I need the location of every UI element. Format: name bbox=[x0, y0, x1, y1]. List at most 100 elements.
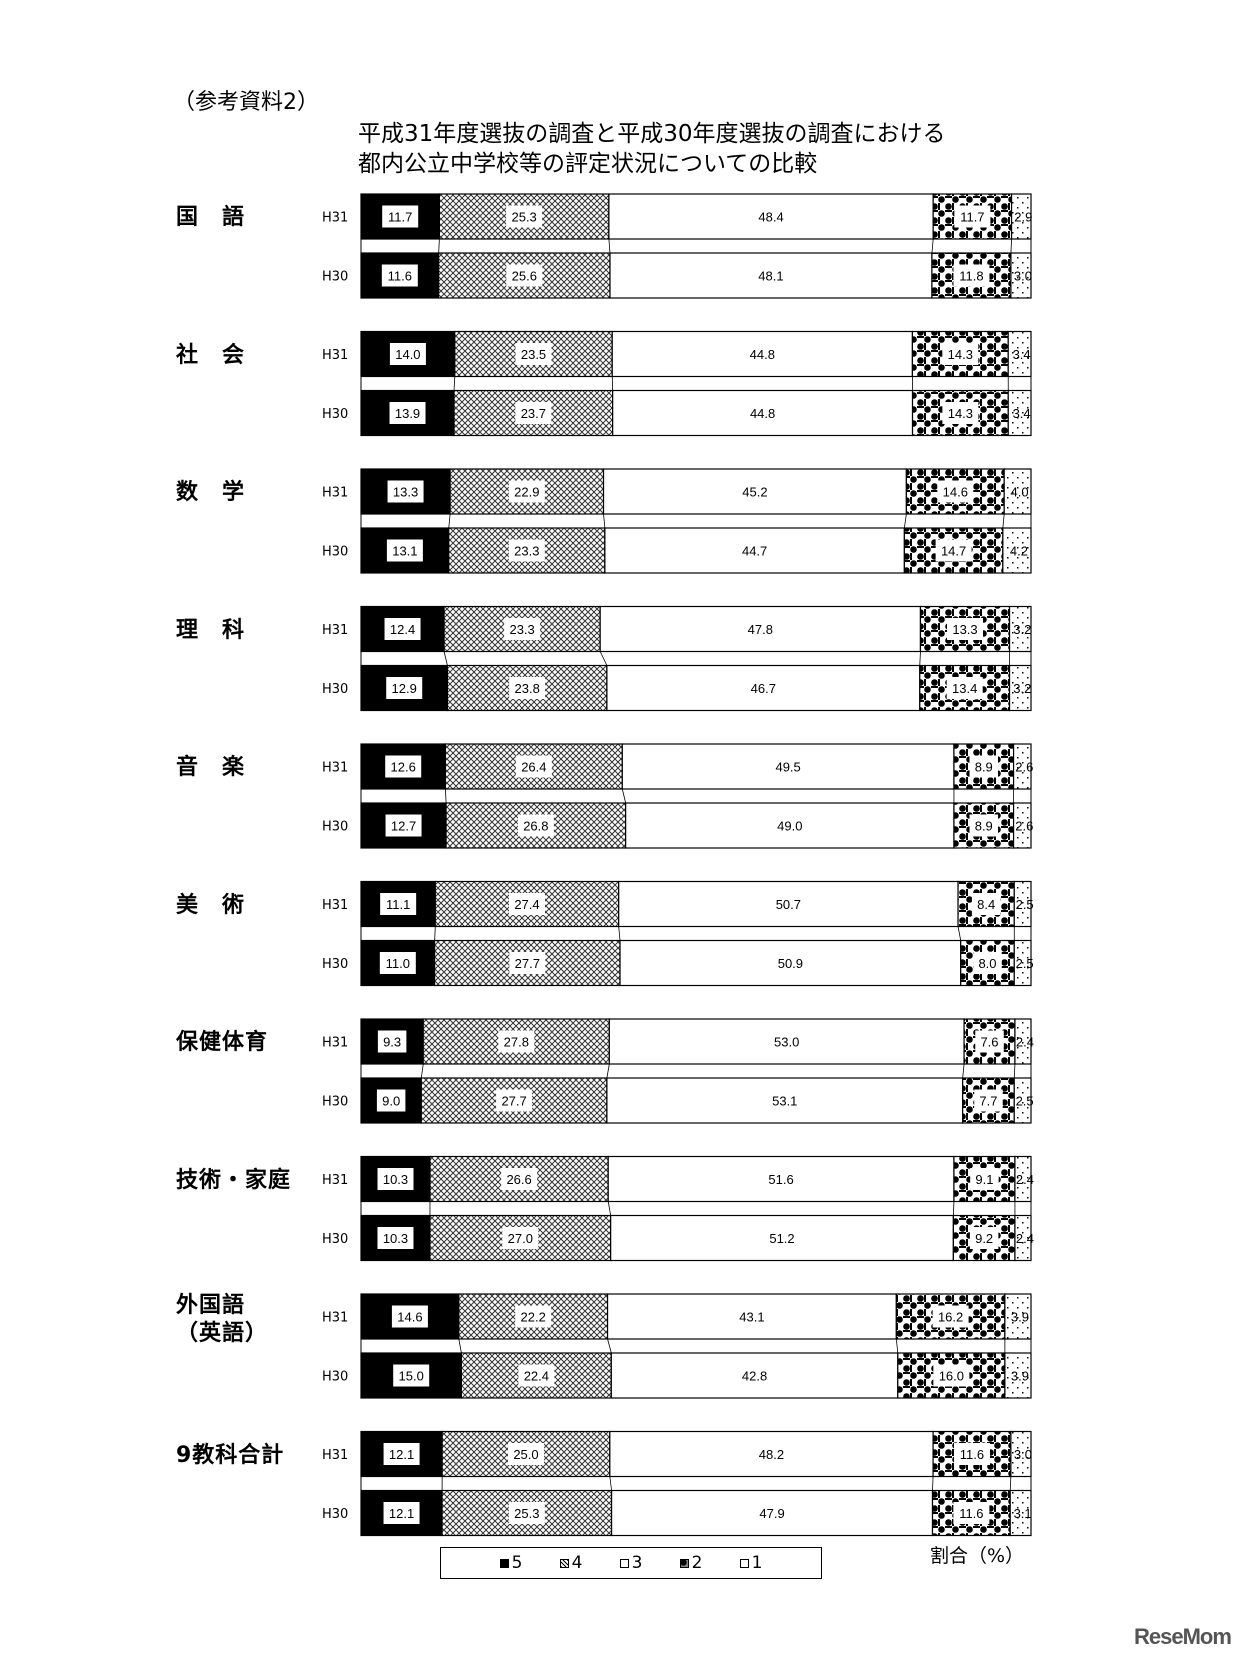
value-label-box bbox=[946, 677, 983, 699]
page-title-line-1: 平成31年度選抜の調査と平成30年度選抜の調査における bbox=[358, 121, 946, 147]
connector-line bbox=[957, 926, 962, 941]
value-label: 47.9 bbox=[759, 1506, 784, 1521]
legend-label-5: 5 bbox=[511, 1553, 523, 1573]
legend-item-1: 1 bbox=[739, 1553, 762, 1573]
value-label: 11.7 bbox=[388, 210, 412, 225]
connector-line bbox=[931, 238, 934, 254]
value-label: 3.0 bbox=[1014, 1447, 1032, 1462]
connector-line bbox=[962, 1063, 965, 1079]
value-label: 4.2 bbox=[1010, 544, 1028, 559]
legend-item-5: 5 bbox=[499, 1553, 523, 1573]
subject-label: 9教科合計 bbox=[176, 1442, 285, 1468]
year-label: H31 bbox=[322, 898, 348, 913]
value-label: 2.6 bbox=[1015, 760, 1033, 775]
value-label-box bbox=[947, 618, 984, 640]
value-label-box bbox=[969, 755, 999, 778]
bar-segment-3 bbox=[606, 1077, 964, 1124]
year-label: H30 bbox=[322, 820, 348, 835]
value-label: 3.2 bbox=[1013, 622, 1031, 637]
connector-line bbox=[599, 651, 608, 666]
connector-line bbox=[453, 376, 456, 391]
value-label: 14.3 bbox=[948, 406, 973, 421]
connector-line bbox=[1010, 238, 1012, 254]
legend: 5 4 3 2 1 bbox=[440, 1547, 822, 1579]
bar-segment-1 bbox=[1013, 939, 1032, 987]
value-label: 12.6 bbox=[391, 760, 416, 775]
connector-line bbox=[607, 1338, 612, 1354]
bar-segment-1 bbox=[1007, 330, 1032, 378]
value-label: 49.0 bbox=[777, 819, 802, 834]
value-label-box bbox=[937, 480, 974, 503]
value-label: 49.5 bbox=[775, 760, 800, 775]
bar-segment-3 bbox=[607, 1155, 955, 1203]
value-label-box bbox=[970, 1168, 999, 1190]
year-label: H30 bbox=[322, 1507, 348, 1522]
bar-segment-1 bbox=[1013, 1077, 1032, 1124]
connector-line bbox=[420, 1063, 424, 1079]
value-label: 7.7 bbox=[979, 1094, 997, 1109]
value-label: 27.4 bbox=[514, 897, 539, 912]
year-label: H30 bbox=[322, 1370, 348, 1385]
value-label: 3.4 bbox=[1013, 347, 1031, 362]
value-label-box bbox=[954, 205, 991, 228]
value-label: 9.1 bbox=[975, 1172, 993, 1187]
bar-segment-1 bbox=[1004, 1293, 1032, 1340]
value-label: 2.4 bbox=[1016, 1172, 1034, 1187]
value-label: 25.3 bbox=[514, 1506, 539, 1521]
value-label: 27.0 bbox=[508, 1231, 533, 1246]
value-label: 2.4 bbox=[1016, 1231, 1034, 1246]
value-label: 12.1 bbox=[389, 1506, 414, 1521]
value-label: 26.6 bbox=[506, 1172, 531, 1187]
value-label-box bbox=[942, 343, 979, 365]
value-label: 2.5 bbox=[1016, 897, 1034, 912]
reference-label: （参考資料2） bbox=[173, 90, 319, 115]
value-label: 23.8 bbox=[515, 681, 540, 696]
bar-segment-3 bbox=[609, 252, 933, 299]
value-label-box bbox=[508, 1502, 545, 1524]
value-label-box bbox=[969, 814, 999, 837]
value-label-box bbox=[377, 1168, 414, 1190]
value-label: 53.1 bbox=[772, 1094, 797, 1109]
value-label-box bbox=[377, 1030, 407, 1053]
value-label: 42.8 bbox=[742, 1369, 767, 1384]
year-label: H31 bbox=[322, 761, 348, 776]
value-label-box bbox=[933, 1364, 970, 1387]
stacked-bar-chart: H31 11.7 25.3 48.4 11.7 2.9 H30 11.6 25.6 48.1 11.… bbox=[322, 193, 1034, 1537]
value-label: 26.4 bbox=[521, 760, 546, 775]
legend-item-2: 2 bbox=[679, 1553, 702, 1573]
bar-segment-1 bbox=[1009, 1489, 1032, 1537]
value-label: 3.9 bbox=[1011, 1310, 1029, 1325]
subject-label: 音 楽 bbox=[176, 755, 246, 780]
value-label-box bbox=[509, 677, 546, 699]
value-label: 3.0 bbox=[1014, 269, 1032, 284]
connector-line bbox=[438, 238, 440, 254]
legend-swatch-4 bbox=[559, 1558, 569, 1568]
subject-label: 技術・家庭 bbox=[176, 1167, 292, 1193]
connector-line bbox=[621, 788, 627, 804]
value-label: 14.7 bbox=[941, 544, 966, 559]
value-label-box bbox=[515, 1305, 552, 1328]
value-label: 22.2 bbox=[521, 1310, 546, 1325]
subject-label: 国 語 bbox=[176, 205, 246, 230]
bar-segment-3 bbox=[602, 468, 907, 515]
year-label: H30 bbox=[322, 545, 348, 560]
value-label: 14.3 bbox=[948, 347, 973, 362]
value-label: 26.8 bbox=[523, 819, 548, 834]
subject-label: 数 学 bbox=[176, 480, 246, 505]
value-label-box bbox=[385, 755, 422, 778]
value-label: 51.2 bbox=[769, 1231, 794, 1246]
year-label: H31 bbox=[322, 1036, 348, 1051]
connector-line bbox=[895, 1338, 899, 1354]
value-label: 50.7 bbox=[776, 897, 801, 912]
value-label: 9.0 bbox=[382, 1094, 400, 1109]
bar-segment-1 bbox=[1004, 1352, 1032, 1399]
value-label-box bbox=[386, 677, 423, 699]
value-label-box bbox=[381, 264, 418, 287]
value-label: 3.4 bbox=[1013, 406, 1031, 421]
legend-label-4: 4 bbox=[571, 1553, 583, 1573]
resemom-logo: ReseMom bbox=[1134, 1624, 1232, 1649]
bar-segment-2 bbox=[911, 389, 1009, 437]
value-label: 3.1 bbox=[1014, 1506, 1032, 1521]
year-label: H30 bbox=[322, 407, 348, 422]
value-label: 27.7 bbox=[501, 1094, 526, 1109]
